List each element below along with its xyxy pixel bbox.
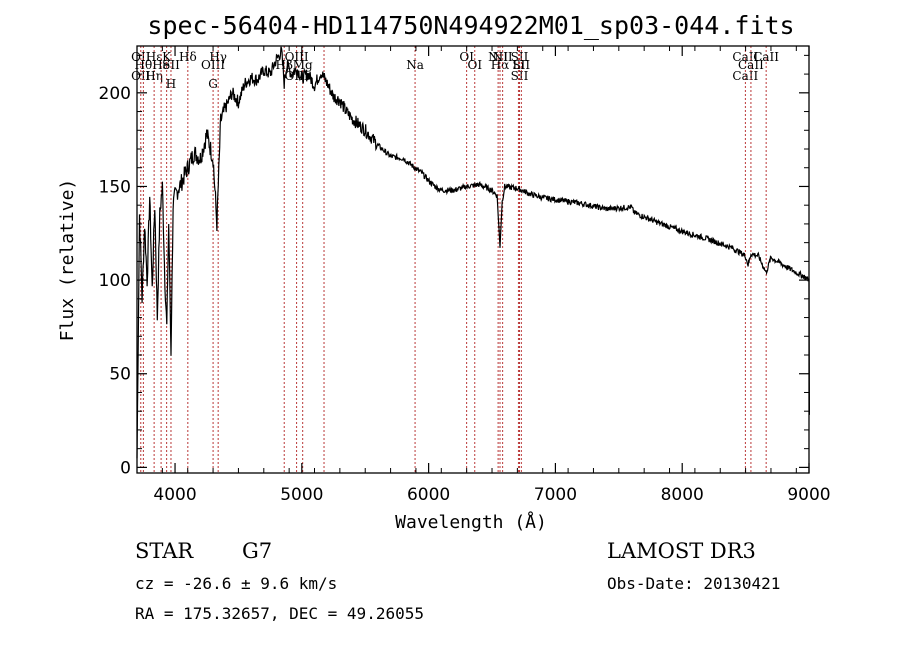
spectral-line-label: Hδ xyxy=(179,50,197,64)
spectral-line-label: He xyxy=(152,58,170,72)
spectrum-series-line xyxy=(136,46,810,459)
x-tick-label: 7000 xyxy=(534,485,577,505)
spectral-line-label: OI xyxy=(467,58,482,72)
spectral-line-label: Hθ xyxy=(134,58,152,72)
spectral-line-label: SII xyxy=(511,69,529,83)
y-tick-label: 0 xyxy=(120,458,131,478)
x-axis-ticks: 4000 5000 6000 7000 8000 9000 xyxy=(136,46,831,505)
spectral-line-label: CaII xyxy=(732,69,758,83)
spectral-line-label: CaII xyxy=(738,58,764,72)
spectral-line-label: OII xyxy=(131,50,151,64)
spectral-line-label: OII xyxy=(131,69,151,83)
plot-frame xyxy=(136,45,810,474)
x-tick-label: 4000 xyxy=(153,485,196,505)
x-tick-label: 9000 xyxy=(787,485,830,505)
spectral-line-label: OIII xyxy=(201,58,225,72)
spectral-line-label: OIII xyxy=(285,50,309,64)
y-tick-label: 50 xyxy=(109,365,131,385)
spectral-line-label: Mg xyxy=(293,58,313,72)
redshift-value: cz = -26.6 ± 9.6 km/s xyxy=(135,574,337,593)
y-tick-label: 100 xyxy=(99,271,131,291)
spectral-line-label: NII xyxy=(493,50,513,64)
y-axis-label: Flux (relative) xyxy=(57,179,78,342)
spectral-line-label: SII xyxy=(512,58,530,72)
spectral-line-label: OI xyxy=(459,50,474,64)
object-subclass: G7 xyxy=(242,539,272,563)
object-class: STAR xyxy=(135,539,194,563)
spectral-line-label: SII xyxy=(162,58,180,72)
y-tick-label: 200 xyxy=(99,84,131,104)
spectral-line-label: SII xyxy=(511,50,529,64)
observation-date: Obs-Date: 20130421 xyxy=(607,574,780,593)
spectral-line-markers: OIIOIIHθHεHηHeKSIIHHδOIIIGHγHβOIIIOIIIMg… xyxy=(131,46,779,473)
x-tick-label: 5000 xyxy=(280,485,323,505)
spectral-line-label: Hη xyxy=(145,69,163,83)
spectral-line-label: Hγ xyxy=(209,50,227,64)
spectral-line-label: H xyxy=(166,77,176,91)
spectral-line-label: Hα xyxy=(491,58,510,72)
spectral-line-label: K xyxy=(162,50,172,64)
x-axis-label: Wavelength (Å) xyxy=(395,511,547,533)
y-axis-ticks: 0 50 100 150 200 xyxy=(99,54,809,478)
y-tick-label: 150 xyxy=(99,177,131,197)
spectral-line-label: CaII xyxy=(753,50,779,64)
x-tick-label: 8000 xyxy=(661,485,704,505)
sky-coordinates: RA = 175.32657, DEC = 49.26055 xyxy=(135,604,424,623)
spectral-line-label: Na xyxy=(406,58,424,72)
spectral-line-label: NII xyxy=(488,50,508,64)
spectral-line-label: CaII xyxy=(732,50,758,64)
spectral-line-label: G xyxy=(208,77,218,91)
spectral-line-label: Hε xyxy=(146,50,163,64)
survey-name: LAMOST DR3 xyxy=(607,539,756,563)
x-tick-label: 6000 xyxy=(407,485,450,505)
spectral-line-label: Li xyxy=(512,58,524,72)
chart-title: spec-56404-HD114750N494922M01_sp03-044.f… xyxy=(147,11,794,40)
